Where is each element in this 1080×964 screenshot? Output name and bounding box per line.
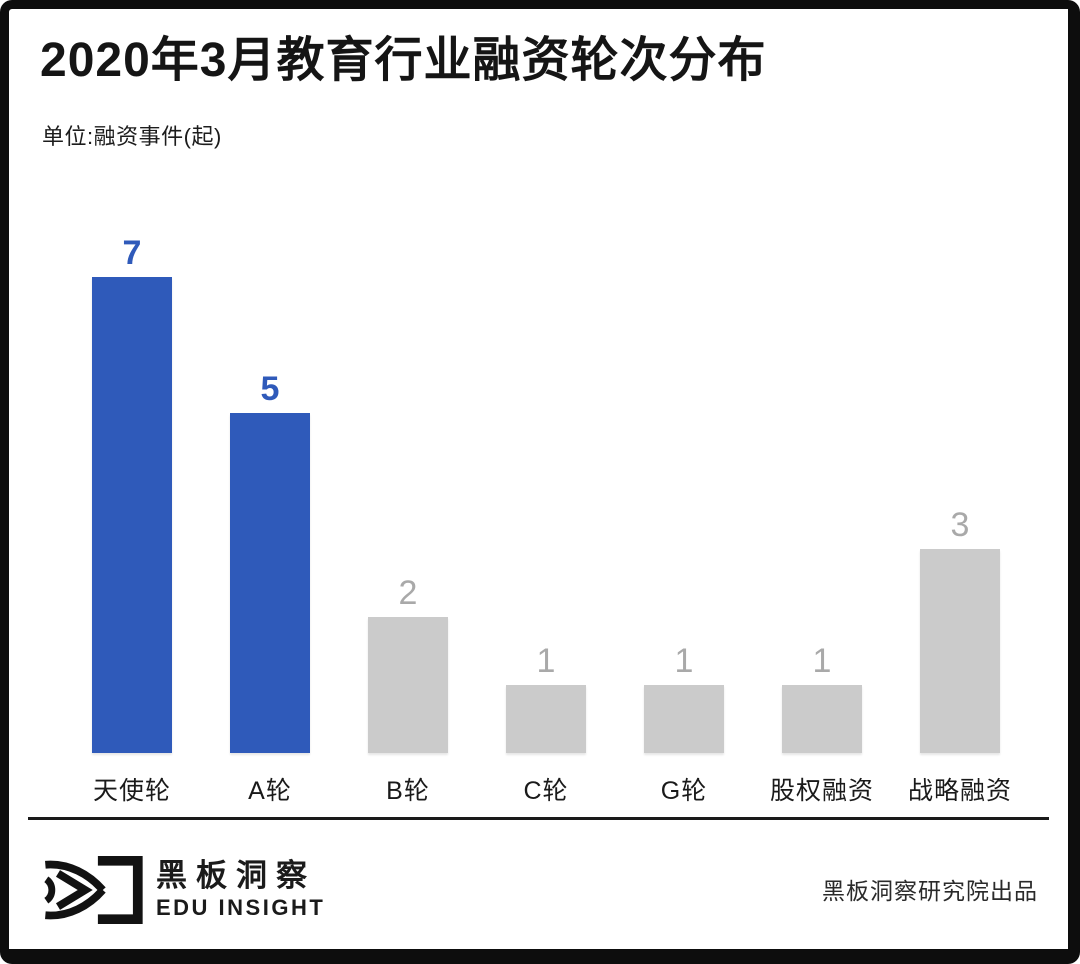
category-label: B轮 xyxy=(386,777,430,805)
bar-value-label: 2 xyxy=(398,574,418,612)
bar xyxy=(92,277,172,753)
bar-value-label: 1 xyxy=(674,642,694,680)
brand-text-block: 黑板洞察 EDU INSIGHT xyxy=(156,859,325,921)
footer-divider xyxy=(28,817,1049,820)
chart-column: 3 战略融资 xyxy=(891,230,1029,813)
eye-bracket-logo-icon xyxy=(44,855,143,925)
bar-value-label: 1 xyxy=(812,642,832,680)
category-label: 战略融资 xyxy=(907,777,1012,805)
chart-column: 7 天使轮 xyxy=(63,230,201,813)
bar xyxy=(920,549,1000,753)
category-label: A轮 xyxy=(248,777,292,805)
category-label: 天使轮 xyxy=(92,777,171,805)
chart-column: 1 G轮 xyxy=(615,230,753,813)
bar xyxy=(368,617,448,753)
brand-name-en: EDU INSIGHT xyxy=(156,895,326,920)
category-label: 股权融资 xyxy=(769,777,874,805)
chart-column: 2 B轮 xyxy=(339,230,477,813)
category-label: C轮 xyxy=(523,777,569,805)
chart-column: 5 A轮 xyxy=(201,230,339,813)
page-title: 2020年3月教育行业融资轮次分布 xyxy=(40,34,767,87)
brand-logo: 黑板洞察 EDU INSIGHT xyxy=(42,854,325,926)
bar xyxy=(506,685,586,753)
bar-value-label: 3 xyxy=(950,506,970,544)
bar xyxy=(644,685,724,753)
bar xyxy=(782,685,862,753)
chart-column: 1 股权融资 xyxy=(753,230,891,813)
bar-chart: 7 天使轮 5 A轮 2 B轮 1 C轮 1 G轮 1 股权融资 3 战略融资 xyxy=(63,230,1029,813)
bar xyxy=(230,413,310,753)
chart-column: 1 C轮 xyxy=(477,230,615,813)
unit-label: 单位:融资事件(起) xyxy=(42,124,222,149)
bar-value-label: 7 xyxy=(122,234,142,272)
brand-name-cn: 黑板洞察 xyxy=(156,858,316,893)
category-label: G轮 xyxy=(660,777,708,805)
credit-text: 黑板洞察研究院出品 xyxy=(822,878,1038,904)
bar-value-label: 5 xyxy=(260,370,280,408)
bar-value-label: 1 xyxy=(536,642,556,680)
